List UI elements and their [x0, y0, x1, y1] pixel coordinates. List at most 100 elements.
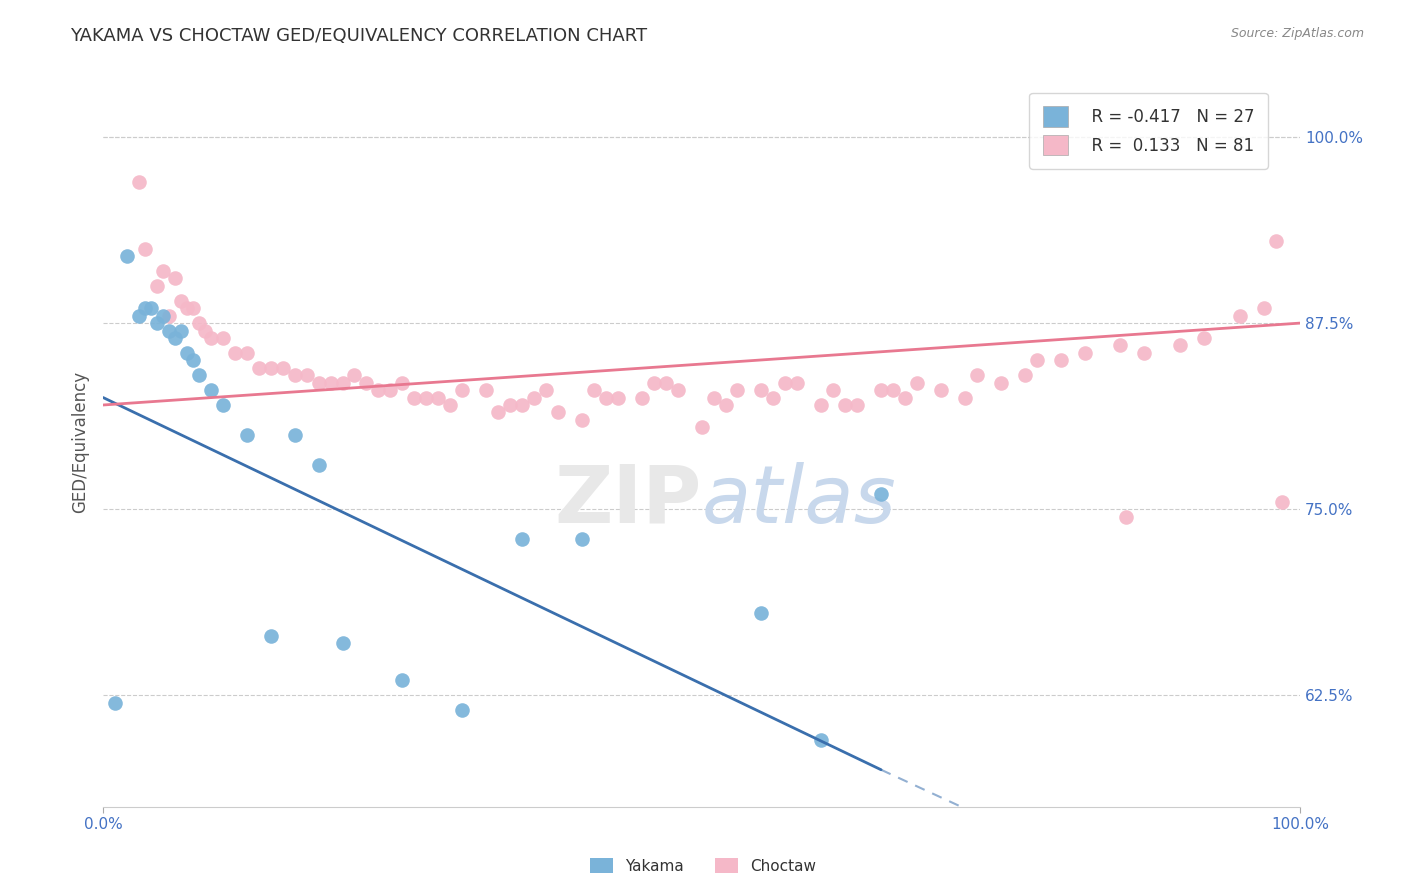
- Point: [295, 368, 318, 383]
- Point: [104, 696, 127, 710]
- Point: [1133, 346, 1156, 360]
- Point: [128, 309, 150, 323]
- Point: [404, 391, 426, 405]
- Point: [834, 398, 856, 412]
- Point: [194, 324, 217, 338]
- Point: [224, 346, 246, 360]
- Text: Source: ZipAtlas.com: Source: ZipAtlas.com: [1230, 27, 1364, 40]
- Point: [523, 391, 546, 405]
- Point: [702, 391, 724, 405]
- Y-axis label: GED/Equivalency: GED/Equivalency: [72, 371, 89, 513]
- Point: [157, 309, 180, 323]
- Point: [163, 331, 186, 345]
- Point: [475, 383, 498, 397]
- Point: [146, 278, 169, 293]
- Point: [236, 427, 259, 442]
- Point: [332, 376, 354, 390]
- Point: [966, 368, 988, 383]
- Point: [415, 391, 437, 405]
- Point: [157, 324, 180, 338]
- Point: [810, 398, 832, 412]
- Point: [391, 376, 413, 390]
- Point: [427, 391, 450, 405]
- Point: [582, 383, 605, 397]
- Point: [181, 301, 204, 316]
- Point: [534, 383, 557, 397]
- Point: [1025, 353, 1047, 368]
- Point: [146, 316, 169, 330]
- Point: [200, 331, 222, 345]
- Point: [260, 629, 283, 643]
- Point: [510, 398, 533, 412]
- Point: [380, 383, 402, 397]
- Point: [134, 242, 156, 256]
- Point: [1194, 331, 1216, 345]
- Point: [236, 346, 259, 360]
- Legend: Yakama, Choctaw: Yakama, Choctaw: [583, 852, 823, 880]
- Point: [786, 376, 808, 390]
- Point: [894, 391, 917, 405]
- Point: [152, 264, 174, 278]
- Point: [115, 249, 138, 263]
- Point: [139, 301, 162, 316]
- Text: ZIP: ZIP: [554, 461, 702, 540]
- Point: [751, 607, 773, 621]
- Point: [1115, 509, 1137, 524]
- Point: [1073, 346, 1095, 360]
- Point: [630, 391, 652, 405]
- Point: [762, 391, 785, 405]
- Point: [714, 398, 737, 412]
- Point: [510, 532, 533, 546]
- Point: [284, 427, 307, 442]
- Point: [690, 420, 713, 434]
- Point: [152, 309, 174, 323]
- Point: [1253, 301, 1275, 316]
- Point: [134, 301, 156, 316]
- Point: [170, 293, 193, 308]
- Point: [571, 413, 593, 427]
- Point: [846, 398, 869, 412]
- Point: [1049, 353, 1071, 368]
- Point: [439, 398, 461, 412]
- Point: [343, 368, 366, 383]
- Point: [319, 376, 342, 390]
- Point: [1271, 495, 1294, 509]
- Point: [187, 316, 209, 330]
- Point: [654, 376, 676, 390]
- Point: [356, 376, 378, 390]
- Point: [775, 376, 797, 390]
- Point: [643, 376, 665, 390]
- Point: [499, 398, 522, 412]
- Point: [1229, 309, 1251, 323]
- Point: [451, 703, 474, 717]
- Point: [247, 360, 270, 375]
- Point: [308, 458, 330, 472]
- Point: [128, 175, 150, 189]
- Point: [308, 376, 330, 390]
- Point: [332, 636, 354, 650]
- Point: [1265, 234, 1288, 248]
- Point: [486, 405, 509, 419]
- Point: [170, 324, 193, 338]
- Point: [200, 383, 222, 397]
- Point: [595, 391, 617, 405]
- Point: [810, 733, 832, 747]
- Point: [823, 383, 845, 397]
- Text: atlas: atlas: [702, 461, 896, 540]
- Point: [990, 376, 1012, 390]
- Point: [211, 331, 233, 345]
- Point: [1109, 338, 1132, 352]
- Point: [905, 376, 928, 390]
- Point: [882, 383, 904, 397]
- Point: [271, 360, 294, 375]
- Point: [870, 383, 893, 397]
- Point: [187, 368, 209, 383]
- Point: [260, 360, 283, 375]
- Point: [391, 673, 413, 688]
- Point: [367, 383, 389, 397]
- Point: [751, 383, 773, 397]
- Point: [870, 487, 893, 501]
- Point: [176, 346, 198, 360]
- Point: [953, 391, 976, 405]
- Point: [176, 301, 198, 316]
